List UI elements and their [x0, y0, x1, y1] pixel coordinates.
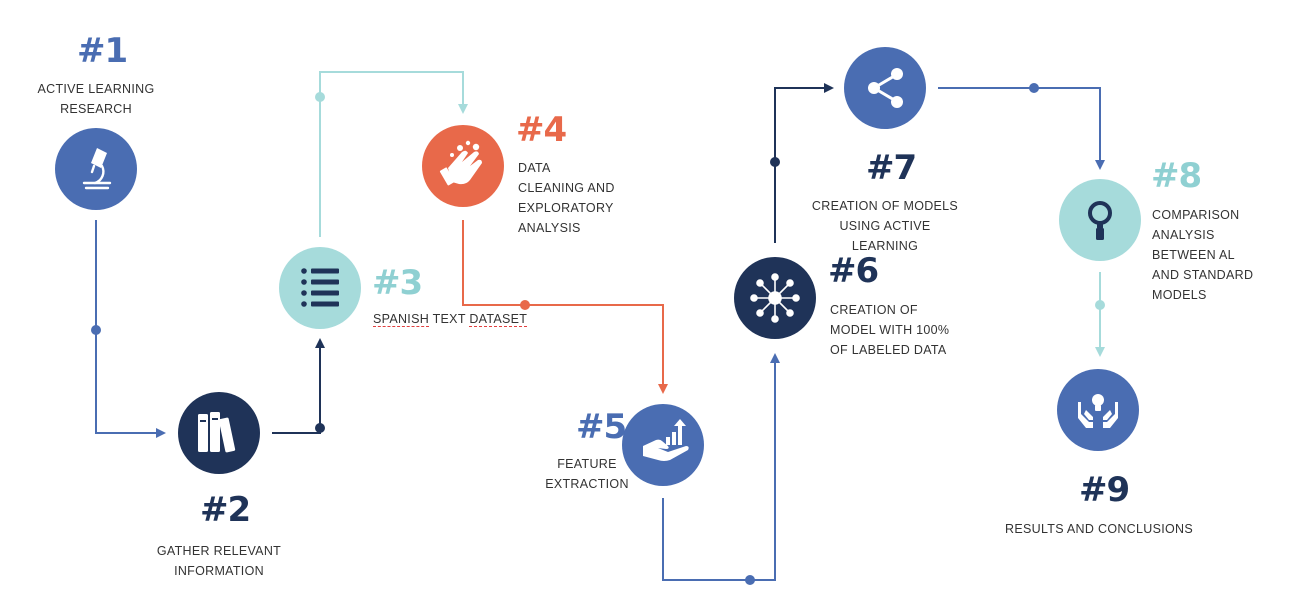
step-1-node: [55, 128, 137, 210]
step-2-number: #2: [200, 490, 251, 530]
connector-2-to-3: [272, 338, 325, 434]
step-5-label: FEATURE EXTRACTION: [545, 457, 629, 491]
step-3-label: SPANISH TEXT DATASET: [373, 309, 528, 329]
hand-growth-chart-icon: [643, 419, 689, 461]
step-8-node: [1059, 179, 1141, 261]
connector-1-to-2: [91, 220, 166, 438]
step-4-number: #4: [516, 110, 567, 150]
step-6-label: CREATION OF MODEL WITH 100% OF LABELED D…: [830, 303, 950, 357]
step-9-number: #9: [1079, 470, 1130, 510]
step-8-number: #8: [1151, 156, 1202, 196]
connector-8-to-9: [1095, 272, 1105, 357]
connector-6-to-7: [770, 83, 834, 243]
step-6-number: #6: [828, 251, 879, 291]
step-4-label: DATA CLEANING AND EXPLORATORY ANALYSIS: [518, 161, 615, 235]
connector-7-to-8: [938, 83, 1105, 170]
step-9-node: [1057, 369, 1139, 451]
books-icon: [198, 412, 236, 453]
step-3-label-word-1: SPANISH: [373, 312, 430, 327]
connector-5-to-6: [662, 353, 780, 585]
list-icon: [301, 268, 339, 307]
step-7-number: #7: [866, 148, 917, 188]
step-5-number: #5: [576, 407, 627, 447]
step-3-label-word-3: DATASET: [469, 312, 528, 327]
step-4-node: [422, 125, 504, 207]
step-3-label-word-2: TEXT: [429, 312, 470, 326]
step-8-label: COMPARISON ANALYSIS BETWEEN AL AND STAND…: [1152, 208, 1254, 302]
step-2-label: GATHER RELEVANT INFORMATION: [156, 544, 282, 578]
connector-4-to-5: [462, 220, 668, 394]
microscope-icon: [82, 148, 112, 190]
washing-hands-icon: [439, 140, 482, 186]
step-3-number: #3: [372, 263, 423, 303]
network-hub-icon: [750, 273, 800, 323]
step-7-node: [844, 47, 926, 129]
connector-3-to-4: [315, 71, 468, 237]
step-6-node: [734, 257, 816, 339]
step-1-number: #1: [77, 31, 128, 71]
hands-lightbulb-icon: [1078, 394, 1118, 428]
step-3-node: [279, 247, 361, 329]
step-2-node: [178, 392, 260, 474]
step-7-label: CREATION OF MODELS USING ACTIVE LEARNING: [811, 199, 959, 253]
step-9-label: RESULTS AND CONCLUSIONS: [1005, 522, 1193, 536]
share-icon: [868, 68, 903, 108]
step-1-label: ACTIVE LEARNING RESEARCH: [37, 82, 155, 116]
step-5-node: [622, 404, 704, 486]
magnifier-icon: [1088, 201, 1112, 240]
